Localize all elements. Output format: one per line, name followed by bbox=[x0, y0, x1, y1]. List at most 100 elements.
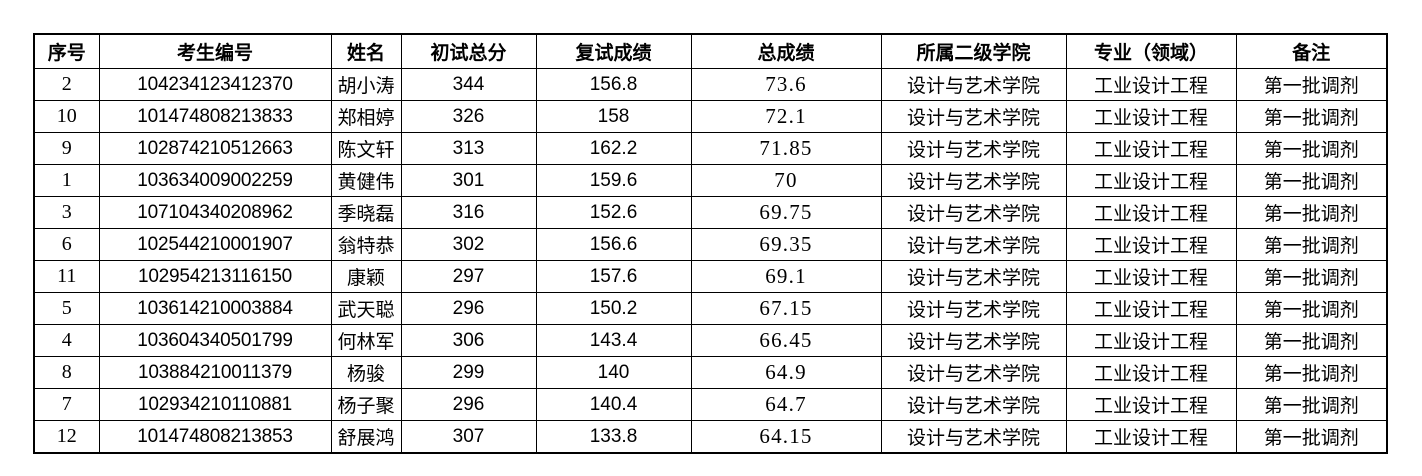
cell-remark: 第一批调剂 bbox=[1235, 228, 1388, 261]
cell-exam-no: 103614210003884 bbox=[98, 292, 332, 325]
cell-college: 设计与艺术学院 bbox=[880, 100, 1067, 133]
cell-seq: 2 bbox=[33, 68, 100, 101]
cell-total-score: 69.75 bbox=[690, 196, 882, 229]
admission-results-table: 序号 考生编号 姓名 初试总分 复试成绩 总成绩 所属二级学院 专业（领域） 备… bbox=[33, 33, 1388, 454]
cell-remark: 第一批调剂 bbox=[1235, 356, 1388, 389]
column-header-total: 总成绩 bbox=[690, 33, 882, 69]
header-row: 序号 考生编号 姓名 初试总分 复试成绩 总成绩 所属二级学院 专业（领域） 备… bbox=[33, 33, 1388, 69]
cell-name: 舒展鸿 bbox=[330, 420, 402, 454]
cell-college: 设计与艺术学院 bbox=[880, 420, 1067, 454]
column-header-seq: 序号 bbox=[33, 33, 100, 69]
cell-exam-no: 101474808213853 bbox=[98, 420, 332, 454]
cell-name: 杨骏 bbox=[330, 356, 402, 389]
cell-total-score: 64.7 bbox=[690, 388, 882, 421]
cell-retest-score: 156.6 bbox=[535, 228, 692, 261]
table-row: 9 102874210512663 陈文轩 313 162.2 71.85 设计与艺术学院工… bbox=[33, 132, 1388, 165]
cell-total-score: 66.45 bbox=[690, 324, 882, 357]
cell-remark: 第一批调剂 bbox=[1235, 196, 1388, 229]
cell-exam-no: 102934210110881 bbox=[98, 388, 332, 421]
table-row: 7 102934210110881 杨子聚 296 140.4 64.7 设计与艺术学院 工业… bbox=[33, 388, 1388, 421]
cell-major: 工业设计工程 bbox=[1065, 100, 1237, 133]
cell-remark: 第一批调剂 bbox=[1235, 324, 1388, 357]
cell-college: 设计与艺术学院 bbox=[880, 388, 1067, 421]
exam-results-sheet: 序号 考生编号 姓名 初试总分 复试成绩 总成绩 所属二级学院 专业（领域） 备… bbox=[33, 33, 1388, 454]
column-header-name: 姓名 bbox=[330, 33, 402, 69]
cell-name: 陈文轩 bbox=[330, 132, 402, 165]
table-row: 5 103614210003884 武天聪 296 150.2 67.15 设计与艺术学院工… bbox=[33, 292, 1388, 325]
cell-exam-no: 103884210011379 bbox=[98, 356, 332, 389]
cell-name: 杨子聚 bbox=[330, 388, 402, 421]
cell-total-score: 64.15 bbox=[690, 420, 882, 454]
cell-seq: 8 bbox=[33, 356, 100, 389]
column-header-college: 所属二级学院 bbox=[880, 33, 1067, 69]
cell-retest-score: 140.4 bbox=[535, 388, 692, 421]
cell-preliminary-score: 307 bbox=[400, 420, 537, 454]
cell-seq: 5 bbox=[33, 292, 100, 325]
cell-college: 设计与艺术学院 bbox=[880, 228, 1067, 261]
cell-college: 设计与艺术学院 bbox=[880, 164, 1067, 197]
cell-total-score: 69.1 bbox=[690, 260, 882, 293]
table-body: 2 104234123412370 胡小涛 344 156.8 73.6 设计与艺术学院 工业… bbox=[33, 68, 1388, 454]
cell-name: 胡小涛 bbox=[330, 68, 402, 101]
cell-major: 工业设计工程 bbox=[1065, 196, 1237, 229]
cell-retest-score: 157.6 bbox=[535, 260, 692, 293]
cell-exam-no: 101474808213833 bbox=[98, 100, 332, 133]
table-row: 1 103634009002259 黄健伟 301 159.6 70 设计与艺术学院 工业设计… bbox=[33, 164, 1388, 197]
cell-retest-score: 152.6 bbox=[535, 196, 692, 229]
cell-remark: 第一批调剂 bbox=[1235, 164, 1388, 197]
cell-seq: 6 bbox=[33, 228, 100, 261]
cell-exam-no: 103634009002259 bbox=[98, 164, 332, 197]
column-header-remark: 备注 bbox=[1235, 33, 1388, 69]
cell-preliminary-score: 316 bbox=[400, 196, 537, 229]
cell-college: 设计与艺术学院 bbox=[880, 132, 1067, 165]
cell-total-score: 73.6 bbox=[690, 68, 882, 101]
cell-total-score: 70 bbox=[690, 164, 882, 197]
cell-college: 设计与艺术学院 bbox=[880, 324, 1067, 357]
table-row: 6 102544210001907 翁特恭 302 156.6 69.35 设计与艺术学院工… bbox=[33, 228, 1388, 261]
cell-major: 工业设计工程 bbox=[1065, 228, 1237, 261]
column-header-major: 专业（领域） bbox=[1065, 33, 1237, 69]
cell-major: 工业设计工程 bbox=[1065, 68, 1237, 101]
cell-major: 工业设计工程 bbox=[1065, 356, 1237, 389]
cell-name: 何林军 bbox=[330, 324, 402, 357]
cell-remark: 第一批调剂 bbox=[1235, 260, 1388, 293]
cell-exam-no: 104234123412370 bbox=[98, 68, 332, 101]
cell-major: 工业设计工程 bbox=[1065, 324, 1237, 357]
table-row: 8 103884210011379 杨骏 299 140 64.9 设计与艺术学院 工业设计工… bbox=[33, 356, 1388, 389]
cell-name: 季晓磊 bbox=[330, 196, 402, 229]
table-row: 2 104234123412370 胡小涛 344 156.8 73.6 设计与艺术学院 工业… bbox=[33, 68, 1388, 101]
cell-major: 工业设计工程 bbox=[1065, 292, 1237, 325]
cell-retest-score: 150.2 bbox=[535, 292, 692, 325]
cell-retest-score: 156.8 bbox=[535, 68, 692, 101]
cell-college: 设计与艺术学院 bbox=[880, 356, 1067, 389]
cell-retest-score: 158 bbox=[535, 100, 692, 133]
cell-remark: 第一批调剂 bbox=[1235, 388, 1388, 421]
cell-college: 设计与艺术学院 bbox=[880, 292, 1067, 325]
cell-college: 设计与艺术学院 bbox=[880, 68, 1067, 101]
cell-seq: 9 bbox=[33, 132, 100, 165]
cell-name: 武天聪 bbox=[330, 292, 402, 325]
cell-total-score: 69.35 bbox=[690, 228, 882, 261]
column-header-pre: 初试总分 bbox=[400, 33, 537, 69]
cell-preliminary-score: 296 bbox=[400, 292, 537, 325]
cell-major: 工业设计工程 bbox=[1065, 132, 1237, 165]
cell-name: 康颖 bbox=[330, 260, 402, 293]
cell-preliminary-score: 302 bbox=[400, 228, 537, 261]
cell-name: 郑相婷 bbox=[330, 100, 402, 133]
cell-preliminary-score: 297 bbox=[400, 260, 537, 293]
cell-seq: 1 bbox=[33, 164, 100, 197]
table-row: 11 102954213116150 康颖 297 157.6 69.1 设计与艺术学院 工业… bbox=[33, 260, 1388, 293]
cell-seq: 7 bbox=[33, 388, 100, 421]
cell-name: 黄健伟 bbox=[330, 164, 402, 197]
cell-seq: 3 bbox=[33, 196, 100, 229]
cell-exam-no: 107104340208962 bbox=[98, 196, 332, 229]
cell-retest-score: 133.8 bbox=[535, 420, 692, 454]
cell-preliminary-score: 306 bbox=[400, 324, 537, 357]
table-header: 序号 考生编号 姓名 初试总分 复试成绩 总成绩 所属二级学院 专业（领域） 备… bbox=[33, 33, 1388, 69]
cell-preliminary-score: 344 bbox=[400, 68, 537, 101]
cell-seq: 12 bbox=[33, 420, 100, 454]
cell-seq: 4 bbox=[33, 324, 100, 357]
cell-preliminary-score: 296 bbox=[400, 388, 537, 421]
cell-total-score: 64.9 bbox=[690, 356, 882, 389]
cell-major: 工业设计工程 bbox=[1065, 388, 1237, 421]
